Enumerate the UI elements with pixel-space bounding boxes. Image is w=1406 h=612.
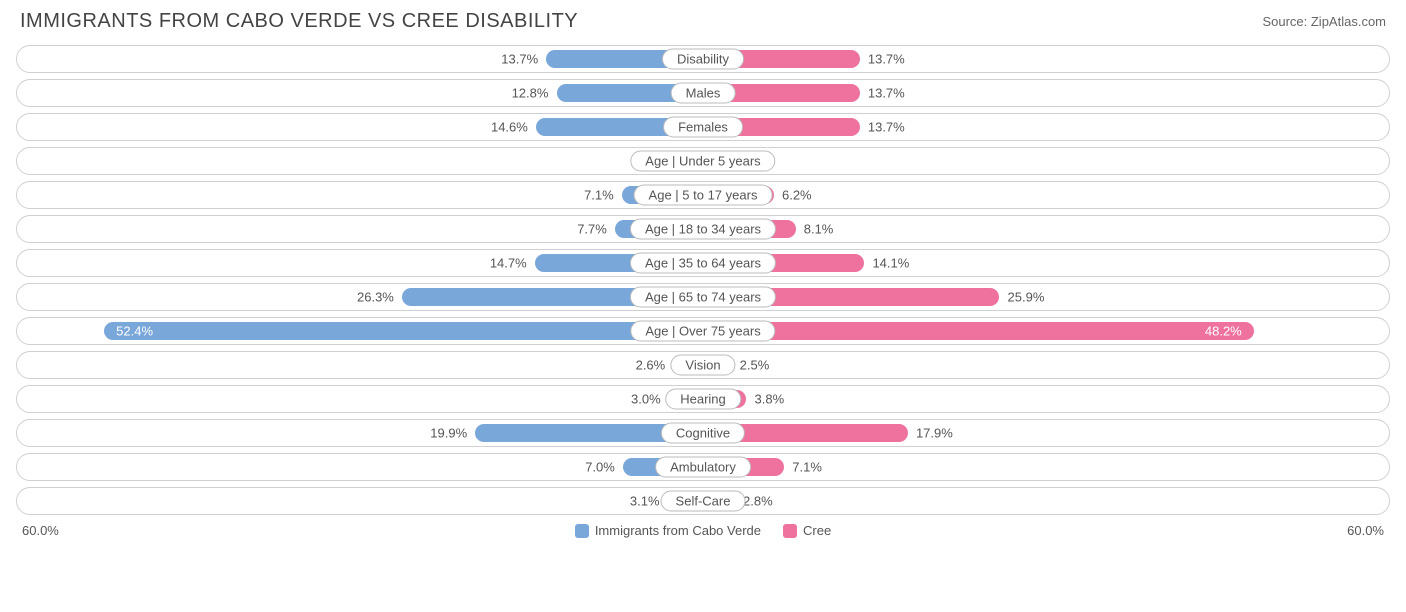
bar-row: Age | 5 to 17 years 7.1% 6.2% [16,181,1390,209]
row-category-label: Age | 65 to 74 years [630,287,776,308]
chart-header: IMMIGRANTS FROM CABO VERDE VS CREE DISAB… [0,0,1406,41]
row-category-label: Vision [670,355,735,376]
bar-row: Age | Under 5 years1.7%1.4% [16,147,1390,175]
chart-area: Disability13.7%13.7%Males12.8%13.7%Femal… [0,41,1406,515]
row-category-label: Age | 5 to 17 years [634,185,773,206]
value-left: 3.1% [630,494,660,509]
value-left: 14.7% [490,256,527,271]
row-category-label: Age | 18 to 34 years [630,219,776,240]
row-category-label: Disability [662,49,744,70]
bar-row: Females 14.6% 13.7% [16,113,1390,141]
row-category-label: Males [671,83,736,104]
value-left: 19.9% [430,426,467,441]
bar-row: Self-Care3.1% 2.8% [16,487,1390,515]
value-right: 6.2% [782,188,812,203]
bar-row: Males 12.8% 13.7% [16,79,1390,107]
value-right: 48.2% [1205,324,1242,339]
value-left: 7.1% [584,188,614,203]
legend-label-left: Immigrants from Cabo Verde [595,523,761,538]
axis-max-right: 60.0% [1347,523,1384,538]
value-right: 13.7% [868,52,905,67]
row-category-label: Age | Over 75 years [630,321,775,342]
value-right: 17.9% [916,426,953,441]
legend: Immigrants from Cabo Verde Cree [575,523,831,538]
value-right: 3.8% [755,392,785,407]
bar-left [104,322,703,340]
row-category-label: Ambulatory [655,457,751,478]
bar-row: Vision 2.6% 2.5% [16,351,1390,379]
chart-footer: 60.0% Immigrants from Cabo Verde Cree 60… [0,521,1406,538]
value-right: 8.1% [804,222,834,237]
value-left: 7.7% [577,222,607,237]
value-left: 3.0% [631,392,661,407]
legend-swatch-left [575,524,589,538]
value-right: 13.7% [868,86,905,101]
legend-swatch-right [783,524,797,538]
value-left: 12.8% [512,86,549,101]
value-left: 7.0% [585,460,615,475]
chart-title: IMMIGRANTS FROM CABO VERDE VS CREE DISAB… [20,10,578,33]
value-left: 26.3% [357,290,394,305]
row-category-label: Hearing [665,389,741,410]
bar-row: Cognitive 19.9% 17.9% [16,419,1390,447]
value-right: 2.5% [740,358,770,373]
value-left: 52.4% [116,324,153,339]
bar-row: Hearing 3.0% 3.8% [16,385,1390,413]
legend-label-right: Cree [803,523,831,538]
bar-row: Age | Over 75 years 52.4% 48.2% [16,317,1390,345]
bar-row: Ambulatory 7.0% 7.1% [16,453,1390,481]
value-right: 2.8% [743,494,773,509]
value-left: 2.6% [636,358,666,373]
value-left: 13.7% [501,52,538,67]
bar-right [703,322,1254,340]
row-category-label: Cognitive [661,423,745,444]
value-right: 14.1% [872,256,909,271]
bar-row: Age | 18 to 34 years 7.7% 8.1% [16,215,1390,243]
row-category-label: Self-Care [661,491,746,512]
row-category-label: Females [663,117,743,138]
chart-source: Source: ZipAtlas.com [1262,14,1386,29]
value-left: 14.6% [491,120,528,135]
bar-row: Age | 35 to 64 years 14.7% 14.1% [16,249,1390,277]
axis-max-left: 60.0% [22,523,59,538]
value-right: 7.1% [792,460,822,475]
value-right: 25.9% [1008,290,1045,305]
row-category-label: Age | 35 to 64 years [630,253,776,274]
value-right: 13.7% [868,120,905,135]
bar-row: Disability 13.7% 13.7% [16,45,1390,73]
row-category-label: Age | Under 5 years [630,151,775,172]
bar-row: Age | 65 to 74 years 26.3% 25.9% [16,283,1390,311]
